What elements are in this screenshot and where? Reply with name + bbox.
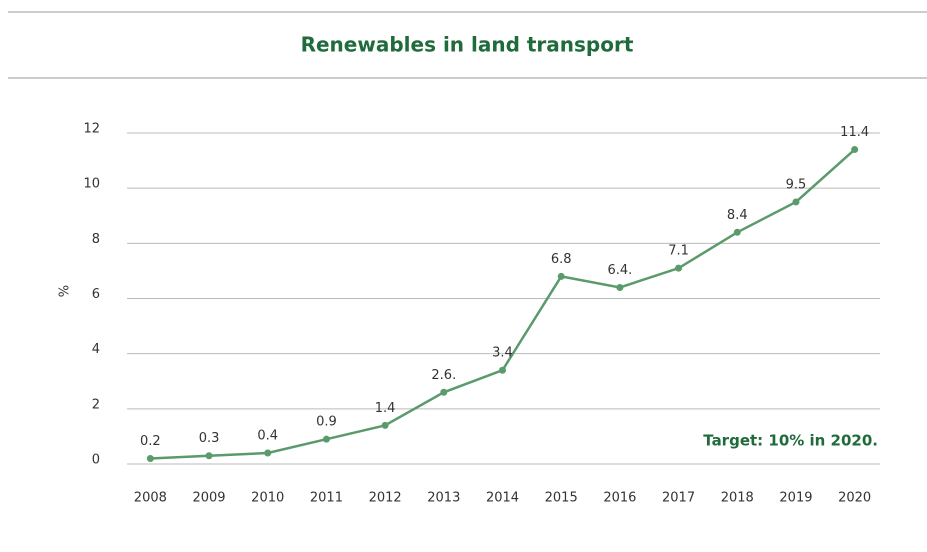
y-tick-label: 6 — [92, 287, 100, 302]
data-label: 8.4 — [727, 208, 748, 223]
x-tick-label: 2008 — [134, 491, 167, 506]
y-tick-label: 8 — [92, 232, 100, 247]
x-tick-label: 2015 — [545, 491, 578, 506]
point — [146, 454, 154, 462]
data-label: 3.4 — [492, 346, 513, 361]
data-label: 0.2 — [140, 434, 161, 449]
data-label: 6.8 — [551, 252, 572, 267]
x-tick-label: 2017 — [662, 491, 695, 506]
data-label: 1.4 — [375, 401, 396, 416]
x-tick-label: 2019 — [779, 491, 812, 506]
y-tick-label: 2 — [92, 397, 100, 412]
point — [322, 435, 330, 443]
data-label: 0.9 — [316, 415, 337, 430]
data-label: 11.4 — [840, 125, 869, 140]
x-tick-label: 2010 — [251, 491, 284, 506]
x-tick-label: 2012 — [369, 491, 402, 506]
annotation: Target: 10% in 2020. — [703, 432, 878, 450]
point — [499, 366, 506, 374]
y-axis-label: % — [58, 285, 73, 297]
y-tick-label: 12 — [83, 122, 100, 137]
x-tick-label: 2018 — [721, 491, 754, 506]
point — [205, 452, 213, 460]
line — [150, 148, 856, 460]
x-tick-label: 2016 — [603, 491, 636, 506]
point — [264, 449, 272, 457]
y-tick-label: 4 — [92, 342, 100, 357]
data-label: 7.1 — [668, 244, 689, 259]
point — [440, 388, 448, 396]
data-label: 0.3 — [199, 431, 220, 446]
data-label: 2.6. — [431, 368, 456, 383]
point — [851, 146, 859, 154]
point — [675, 264, 683, 272]
point — [616, 283, 624, 291]
x-tick-label: 2014 — [486, 491, 519, 506]
y-tick-label: 0 — [92, 453, 100, 468]
point — [381, 421, 389, 429]
chart-title: Renewables in land transport — [301, 33, 634, 57]
x-tick-label: 2013 — [427, 491, 460, 506]
data-label: 9.5 — [786, 177, 807, 192]
point — [733, 228, 741, 236]
data-label: 0.4 — [257, 428, 278, 443]
point — [792, 198, 800, 206]
data-label: 6.4. — [607, 263, 632, 278]
x-tick-label: 2009 — [192, 491, 225, 506]
x-tick-label: 2020 — [838, 491, 871, 506]
y-tick-label: 10 — [83, 177, 100, 192]
x-tick-label: 2011 — [310, 491, 343, 506]
point — [557, 272, 565, 280]
